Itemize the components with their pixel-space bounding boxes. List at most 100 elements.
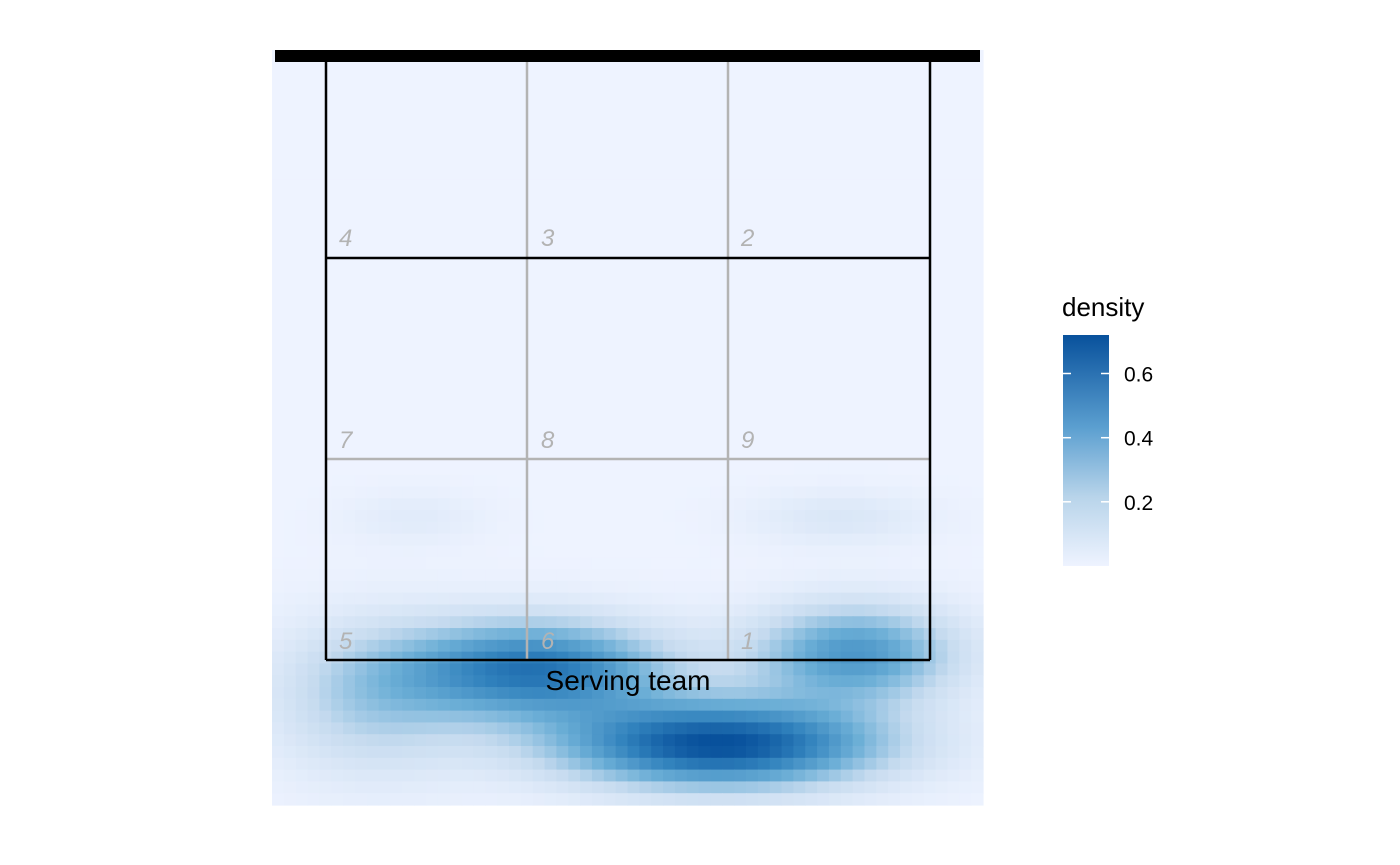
heatmap-tile bbox=[947, 757, 960, 771]
heatmap-tile bbox=[686, 639, 700, 653]
heatmap-tile bbox=[615, 521, 629, 535]
heatmap-tile bbox=[402, 510, 415, 523]
heatmap-tile bbox=[793, 639, 806, 653]
heatmap-tile bbox=[354, 769, 368, 783]
heatmap-tile bbox=[746, 392, 759, 405]
heatmap-tile bbox=[615, 651, 629, 665]
heatmap-tile bbox=[272, 97, 285, 110]
heatmap-tile bbox=[532, 238, 546, 252]
heatmap-tile bbox=[627, 734, 640, 747]
heatmap-tile bbox=[461, 85, 475, 98]
heatmap-tile bbox=[888, 297, 901, 311]
heatmap-tile bbox=[283, 746, 297, 759]
heatmap-tile bbox=[639, 592, 652, 606]
heatmap-tile bbox=[414, 132, 427, 145]
heatmap-tile bbox=[532, 132, 546, 145]
heatmap-tile bbox=[959, 226, 972, 240]
heatmap-tile bbox=[568, 710, 581, 724]
heatmap-tile bbox=[331, 61, 344, 75]
heatmap-tile bbox=[663, 675, 676, 688]
heatmap-tile bbox=[437, 557, 451, 570]
heatmap-tile bbox=[449, 439, 463, 452]
heatmap-tile bbox=[864, 274, 877, 287]
heatmap-tile bbox=[888, 203, 901, 216]
heatmap-tile bbox=[426, 604, 439, 617]
heatmap-tile bbox=[473, 344, 486, 358]
heatmap-tile bbox=[793, 545, 806, 558]
heatmap-tile bbox=[354, 781, 368, 794]
heatmap-tile bbox=[698, 498, 712, 511]
heatmap-tile bbox=[354, 580, 368, 594]
heatmap-tile bbox=[757, 474, 771, 488]
heatmap-tile bbox=[580, 533, 593, 547]
heatmap-tile bbox=[651, 781, 664, 794]
heatmap-tile bbox=[354, 521, 368, 535]
heatmap-tile bbox=[414, 734, 427, 747]
heatmap-tile bbox=[852, 675, 866, 688]
heatmap-tile bbox=[283, 486, 297, 499]
heatmap-tile bbox=[603, 238, 617, 252]
heatmap-tile bbox=[283, 639, 297, 653]
heatmap-tile bbox=[911, 734, 925, 747]
heatmap-tile bbox=[698, 474, 712, 488]
heatmap-tile bbox=[295, 592, 309, 606]
heatmap-tile bbox=[354, 757, 368, 771]
heatmap-tile bbox=[354, 392, 368, 405]
heatmap-tile bbox=[461, 746, 475, 759]
heatmap-tile bbox=[354, 156, 368, 169]
heatmap-tile bbox=[591, 368, 605, 381]
heatmap-tile bbox=[603, 415, 617, 429]
zone-label-7: 7 bbox=[339, 427, 354, 454]
heatmap-tile bbox=[686, 403, 700, 417]
heatmap-tile bbox=[532, 663, 546, 676]
heatmap-tile bbox=[900, 486, 913, 499]
heatmap-tile bbox=[319, 710, 332, 724]
heatmap-tile bbox=[556, 309, 569, 322]
heatmap-tile bbox=[473, 663, 486, 676]
heatmap-tile bbox=[509, 651, 522, 665]
heatmap-tile bbox=[817, 675, 830, 688]
heatmap-tile bbox=[627, 474, 640, 488]
heatmap-tile bbox=[556, 167, 569, 181]
heatmap-tile bbox=[888, 226, 901, 240]
heatmap-tile bbox=[307, 73, 320, 86]
heatmap-tile bbox=[544, 97, 557, 110]
heatmap-tile bbox=[556, 710, 569, 724]
heatmap-tile bbox=[544, 675, 557, 688]
heatmap-tile bbox=[283, 285, 297, 299]
heatmap-tile bbox=[805, 403, 818, 417]
heatmap-tile bbox=[734, 451, 747, 464]
heatmap-tile bbox=[414, 710, 427, 724]
heatmap-tile bbox=[734, 215, 747, 228]
heatmap-tile bbox=[793, 274, 806, 287]
heatmap-tile bbox=[461, 274, 475, 287]
heatmap-tile bbox=[568, 639, 581, 653]
heatmap-tile bbox=[295, 179, 309, 193]
heatmap-tile bbox=[734, 639, 747, 653]
heatmap-tile bbox=[888, 215, 901, 228]
heatmap-tile bbox=[710, 486, 723, 499]
heatmap-tile bbox=[840, 285, 854, 299]
heatmap-tile bbox=[971, 356, 984, 370]
heatmap-tile bbox=[805, 144, 818, 157]
heatmap-tile bbox=[461, 498, 475, 511]
heatmap-tile bbox=[437, 120, 451, 134]
heatmap-tile bbox=[746, 616, 759, 629]
heatmap-tile bbox=[426, 203, 439, 216]
heatmap-tile bbox=[828, 97, 842, 110]
heatmap-tile bbox=[366, 734, 380, 747]
heatmap-tile bbox=[911, 687, 925, 700]
heatmap-tile bbox=[864, 569, 877, 582]
heatmap-tile bbox=[509, 333, 522, 346]
heatmap-tile bbox=[876, 486, 889, 499]
heatmap-tile bbox=[734, 167, 747, 181]
heatmap-tile bbox=[591, 580, 605, 594]
heatmap-tile bbox=[651, 698, 664, 712]
heatmap-tile bbox=[852, 486, 866, 499]
heatmap-tile bbox=[959, 628, 972, 641]
heatmap-tile bbox=[532, 698, 546, 712]
heatmap-tile bbox=[580, 439, 593, 452]
heatmap-tile bbox=[734, 474, 747, 488]
heatmap-tile bbox=[935, 474, 949, 488]
heatmap-tile bbox=[307, 569, 320, 582]
